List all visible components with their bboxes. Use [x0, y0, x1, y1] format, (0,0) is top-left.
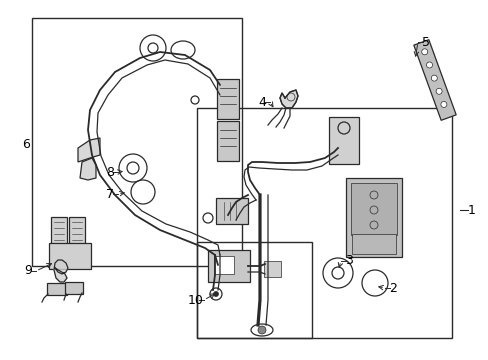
Circle shape: [440, 102, 446, 107]
FancyBboxPatch shape: [217, 79, 239, 119]
Text: 9: 9: [24, 265, 32, 278]
Text: 1: 1: [467, 203, 475, 216]
FancyBboxPatch shape: [350, 183, 396, 235]
FancyBboxPatch shape: [346, 178, 401, 257]
Polygon shape: [280, 90, 297, 108]
Circle shape: [430, 75, 436, 81]
Polygon shape: [78, 138, 100, 162]
Text: 5: 5: [421, 36, 429, 49]
Bar: [197, 108, 451, 338]
FancyBboxPatch shape: [217, 121, 239, 161]
Bar: [197, 242, 311, 338]
Text: 3: 3: [345, 255, 352, 267]
FancyBboxPatch shape: [207, 250, 249, 282]
Circle shape: [213, 292, 218, 297]
FancyBboxPatch shape: [65, 282, 83, 294]
FancyBboxPatch shape: [214, 256, 234, 274]
FancyBboxPatch shape: [69, 217, 85, 245]
Text: 6: 6: [22, 139, 30, 152]
FancyBboxPatch shape: [49, 243, 91, 269]
Circle shape: [258, 326, 265, 334]
FancyBboxPatch shape: [216, 198, 247, 224]
Polygon shape: [413, 40, 455, 120]
Text: 8: 8: [106, 166, 114, 179]
Polygon shape: [80, 158, 96, 180]
FancyBboxPatch shape: [47, 283, 67, 295]
Polygon shape: [54, 260, 68, 282]
Text: 10: 10: [188, 293, 203, 306]
FancyBboxPatch shape: [328, 117, 358, 164]
Text: 4: 4: [258, 95, 265, 108]
Bar: [32, 18, 242, 266]
FancyBboxPatch shape: [264, 261, 281, 277]
Text: 2: 2: [388, 282, 396, 294]
Circle shape: [421, 49, 427, 55]
FancyBboxPatch shape: [351, 234, 395, 254]
FancyBboxPatch shape: [51, 217, 67, 245]
Text: 7: 7: [106, 188, 114, 201]
Circle shape: [435, 88, 441, 94]
Circle shape: [426, 62, 432, 68]
